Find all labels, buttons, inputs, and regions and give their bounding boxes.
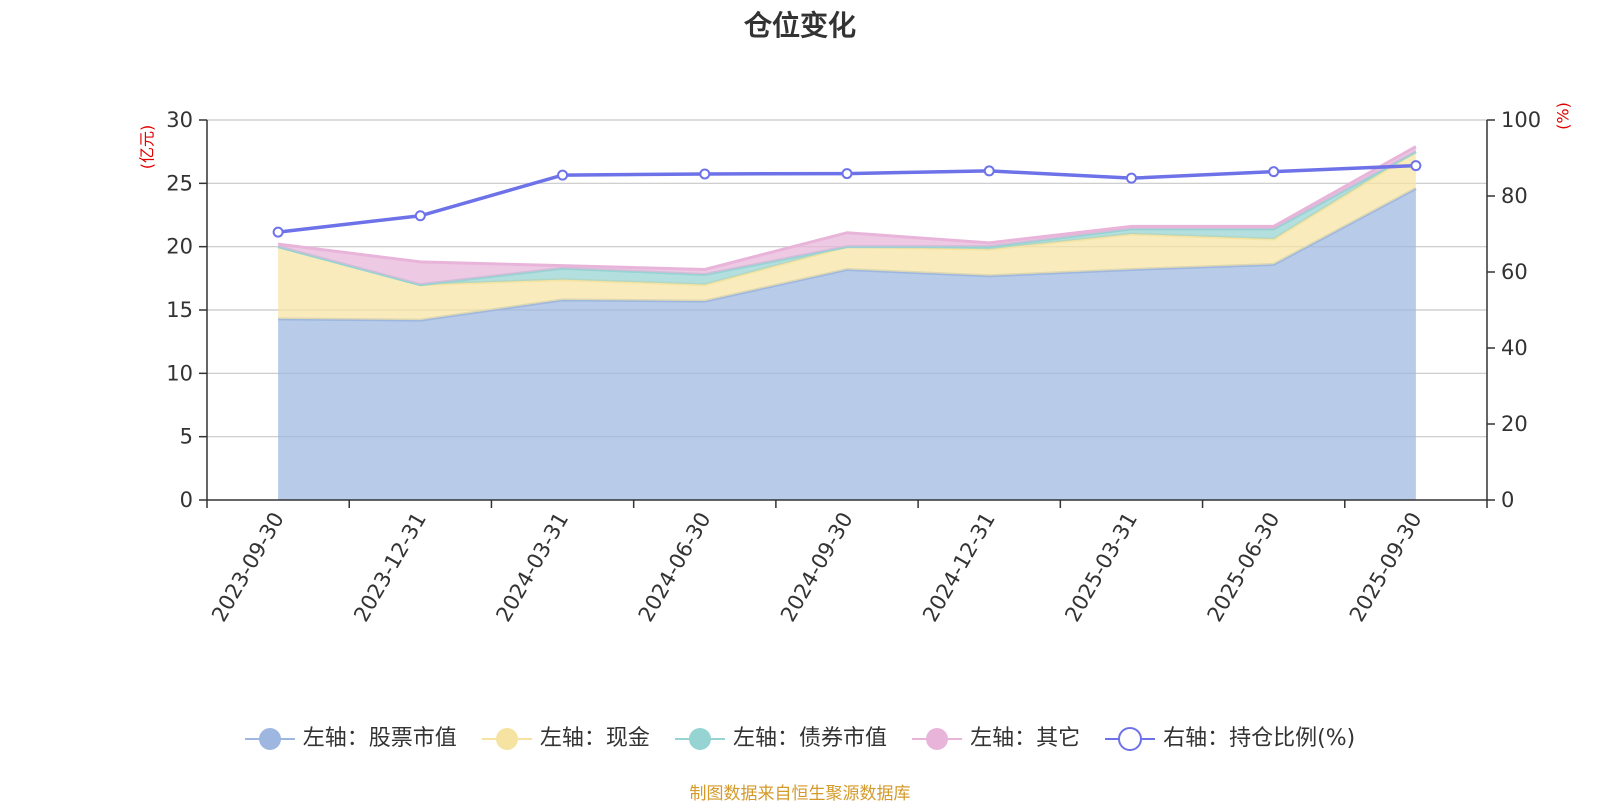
legend-item-cash[interactable]: 左轴：现金 bbox=[482, 720, 650, 752]
x-tick-label: 2024-09-30 bbox=[776, 508, 858, 626]
position-change-chart: 0 5 10 15 20 25 30 0 20 40 60 80 100 2023-09-30 2023-1… bbox=[0, 0, 1600, 800]
ratio-point bbox=[1269, 167, 1278, 176]
ratio-point bbox=[558, 171, 567, 180]
ratio-point bbox=[416, 211, 425, 220]
legend: 左轴：股票市值 左轴：现金 左轴：债券市值 左轴：其它 右轴：持仓比例(%) bbox=[0, 720, 1600, 752]
ratio-point bbox=[843, 169, 852, 178]
x-tick-label: 2024-12-31 bbox=[918, 508, 1000, 626]
legend-item-stock[interactable]: 左轴：股票市值 bbox=[245, 720, 457, 752]
left-axis-unit: (亿元) bbox=[138, 125, 157, 170]
right-tick-label: 40 bbox=[1501, 336, 1528, 360]
legend-item-ratio[interactable]: 右轴：持仓比例(%) bbox=[1105, 720, 1355, 752]
ratio-point bbox=[274, 228, 283, 237]
left-tick-label: 15 bbox=[166, 298, 193, 322]
x-tick-label: 2023-09-30 bbox=[207, 508, 289, 626]
legend-label-cash: 左轴：现金 bbox=[540, 726, 650, 751]
stacked-areas bbox=[278, 147, 1416, 500]
legend-item-other[interactable]: 左轴：其它 bbox=[912, 720, 1080, 752]
left-tick-label: 0 bbox=[180, 488, 193, 512]
x-tick-label: 2025-06-30 bbox=[1203, 508, 1285, 626]
legend-item-bond[interactable]: 左轴：债券市值 bbox=[675, 720, 887, 752]
left-tick-label: 5 bbox=[180, 425, 193, 449]
ratio-point bbox=[985, 166, 994, 175]
left-tick-label: 25 bbox=[166, 171, 193, 195]
right-tick-label: 80 bbox=[1501, 184, 1528, 208]
right-tick-label: 0 bbox=[1501, 488, 1514, 512]
x-tick-label: 2025-03-31 bbox=[1060, 508, 1142, 626]
legend-label-ratio: 右轴：持仓比例(%) bbox=[1163, 726, 1355, 751]
x-tick-label: 2025-09-30 bbox=[1345, 508, 1427, 626]
legend-label-other: 左轴：其它 bbox=[970, 726, 1080, 751]
legend-stock-icon bbox=[245, 726, 295, 752]
left-tick-label: 10 bbox=[166, 361, 193, 385]
right-tick-label: 60 bbox=[1501, 260, 1528, 284]
right-tick-label: 100 bbox=[1501, 108, 1541, 132]
x-tick-label: 2024-03-31 bbox=[491, 508, 573, 626]
ratio-point bbox=[1411, 161, 1420, 170]
legend-label-bond: 左轴：债券市值 bbox=[733, 726, 887, 751]
ratio-point bbox=[1127, 174, 1136, 183]
right-tick-label: 20 bbox=[1501, 412, 1528, 436]
legend-bond-icon bbox=[675, 726, 725, 752]
legend-cash-icon bbox=[482, 726, 532, 752]
left-tick-label: 30 bbox=[166, 108, 193, 132]
legend-label-stock: 左轴：股票市值 bbox=[303, 726, 457, 751]
x-tick-label: 2024-06-30 bbox=[634, 508, 716, 626]
legend-ratio-icon bbox=[1105, 726, 1155, 752]
x-tick-label: 2023-12-31 bbox=[349, 508, 431, 626]
right-axis-unit: (%) bbox=[1554, 102, 1573, 130]
legend-other-icon bbox=[912, 726, 962, 752]
data-source-note: 制图数据来自恒生聚源数据库 bbox=[0, 779, 1600, 804]
left-tick-label: 20 bbox=[166, 235, 193, 259]
ratio-point bbox=[700, 169, 709, 178]
